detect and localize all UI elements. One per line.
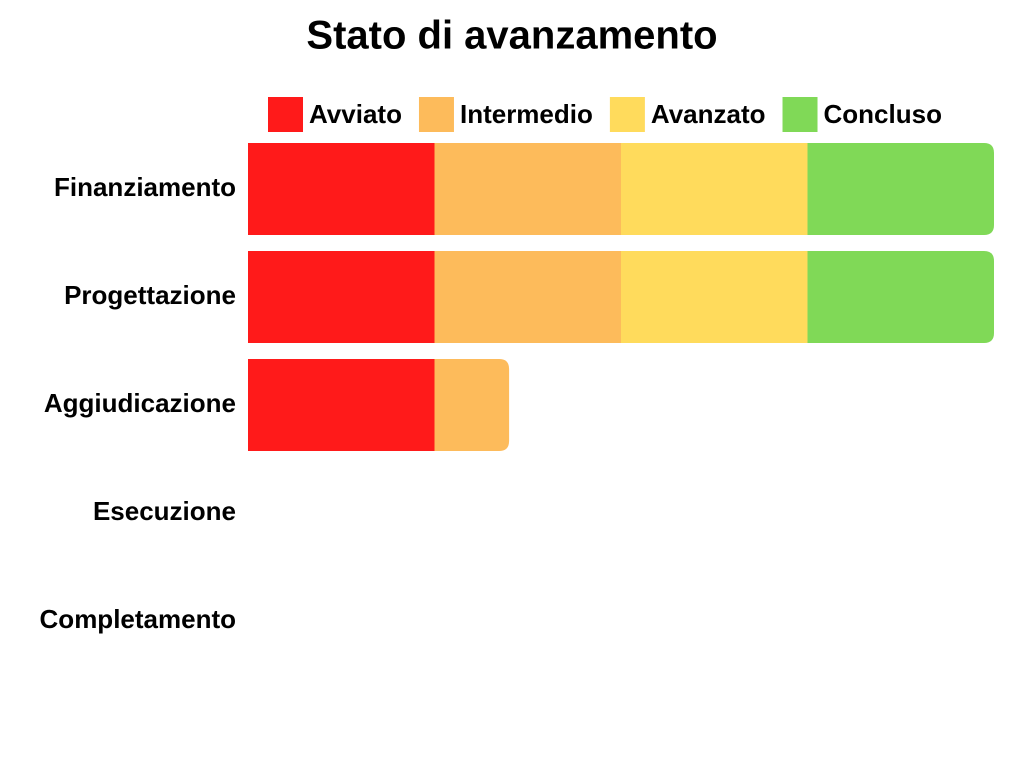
- category-label: Aggiudicazione: [44, 388, 236, 418]
- bar-segment: [248, 251, 435, 343]
- legend-swatch: [418, 97, 454, 132]
- category-label: Completamento: [40, 604, 236, 634]
- bar-segment: [434, 143, 621, 235]
- legend-swatch: [782, 97, 818, 132]
- bar-segment: [621, 251, 808, 343]
- category-label: Finanziamento: [54, 172, 236, 202]
- bar-segment: [434, 251, 621, 343]
- legend-label: Avviato: [309, 99, 402, 129]
- category-label: Progettazione: [64, 280, 236, 310]
- bar-segment: [807, 143, 994, 235]
- legend-label: Intermedio: [460, 99, 593, 129]
- bar-segment: [621, 143, 808, 235]
- legend-label: Concluso: [824, 99, 942, 129]
- bar-segment: [248, 359, 435, 451]
- legend-label: Avanzato: [651, 99, 766, 129]
- bar-segment: [434, 359, 510, 451]
- bar-segment: [248, 143, 435, 235]
- legend-swatch: [609, 97, 645, 132]
- bar-segment: [807, 251, 994, 343]
- chart-title: Stato di avanzamento: [306, 14, 717, 58]
- legend-swatch: [268, 97, 303, 132]
- category-label: Esecuzione: [93, 496, 236, 526]
